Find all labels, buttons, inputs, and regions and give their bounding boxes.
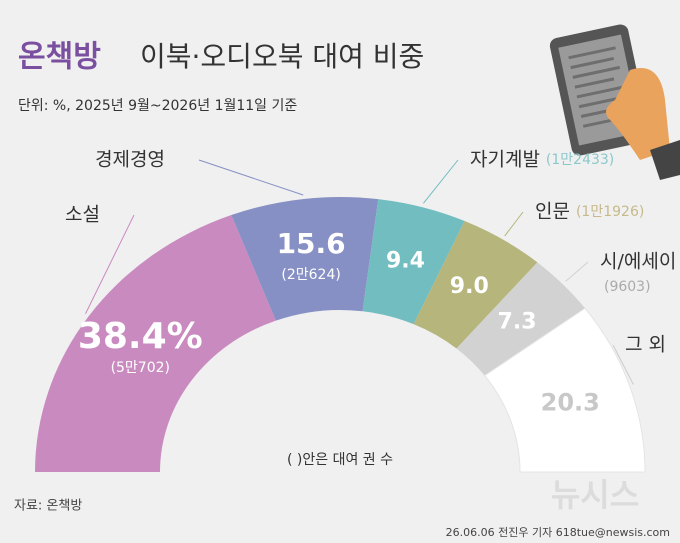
count-label: (9603): [604, 279, 651, 295]
category-label: 그 외: [625, 334, 666, 356]
source: 자료: 온책방: [14, 499, 82, 514]
chart-title: 이북·오디오북 대여 비중: [140, 40, 424, 73]
slice: [35, 215, 276, 472]
slice: [456, 262, 586, 376]
phone-illustration: [549, 24, 680, 180]
value-label: 15.6: [277, 227, 346, 260]
value-label: 20.3: [541, 389, 600, 417]
category-label: 인문: [535, 201, 570, 223]
category-label: 자기계발: [470, 149, 540, 171]
value-label: 9.0: [450, 274, 489, 299]
value-label: 9.4: [386, 249, 425, 274]
slice: [362, 199, 465, 325]
count-label: (1만1926): [576, 204, 644, 220]
leader-line: [504, 211, 524, 237]
slice: [483, 307, 646, 473]
leader-line: [198, 159, 304, 196]
leader-line: [612, 344, 634, 385]
leader-line: [565, 261, 589, 282]
slice: [231, 197, 379, 321]
count-label: (2만624): [281, 267, 340, 283]
logo: 뉴시스: [551, 476, 639, 514]
note: ( )안은 대여 권 수: [287, 452, 393, 468]
count-label: (1만2433): [546, 152, 614, 168]
title-brand: 온책방: [18, 40, 101, 75]
count-label: (5만702): [111, 360, 170, 376]
leader-line: [423, 159, 459, 204]
category-label: 시/에세이: [600, 251, 676, 273]
leader-line: [85, 214, 135, 314]
credit: 26.06.06 전진우 기자 618tue@newsis.com: [446, 526, 670, 539]
value-label: 7.3: [498, 310, 537, 335]
category-label: 소설: [65, 204, 100, 226]
slice: [413, 221, 538, 349]
subtitle: 단위: %, 2025년 9월~2026년 1월11일 기준: [18, 98, 297, 114]
value-label: 38.4%: [78, 316, 203, 357]
category-label: 경제경영: [95, 149, 165, 171]
